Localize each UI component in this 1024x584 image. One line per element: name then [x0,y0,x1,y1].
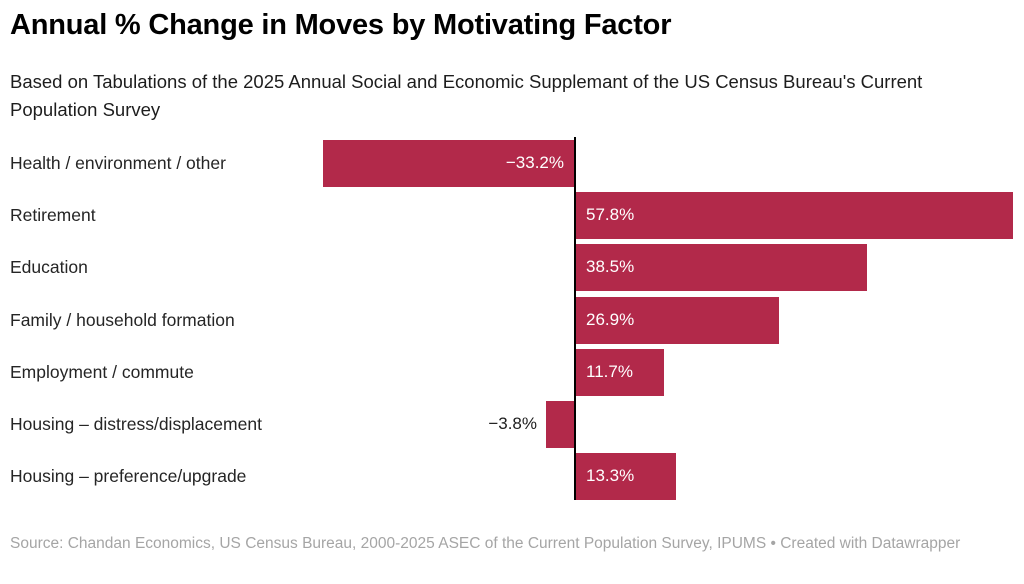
chart-title: Annual % Change in Moves by Motivating F… [10,9,672,41]
category-label: Housing – distress/displacement [10,414,262,434]
category-label: Housing – preference/upgrade [10,466,247,486]
value-label: 38.5% [586,257,635,276]
bar [323,140,575,187]
value-label: −3.8% [488,414,537,433]
category-label: Retirement [10,205,96,225]
chart-subtitle: Based on Tabulations of the 2025 Annual … [10,71,923,120]
category-label: Education [10,257,88,277]
value-label: 13.3% [586,466,635,485]
value-label: 26.9% [586,310,635,329]
category-label: Health / environment / other [10,153,226,173]
bar [575,453,676,500]
value-label: 11.7% [586,362,633,381]
bar [575,244,867,291]
value-label: 57.8% [586,205,635,224]
bar [575,297,779,344]
value-label: −33.2% [505,153,564,172]
category-label: Family / household formation [10,310,235,330]
bar [575,192,1013,239]
bar [575,349,664,396]
category-label: Employment / commute [10,362,194,382]
bar [546,401,575,448]
source-attribution: Source: Chandan Economics, US Census Bur… [10,535,961,552]
zero-axis-line [574,137,576,500]
bar-chart: Health / environment / other −33.2% Retire… [0,137,1024,501]
